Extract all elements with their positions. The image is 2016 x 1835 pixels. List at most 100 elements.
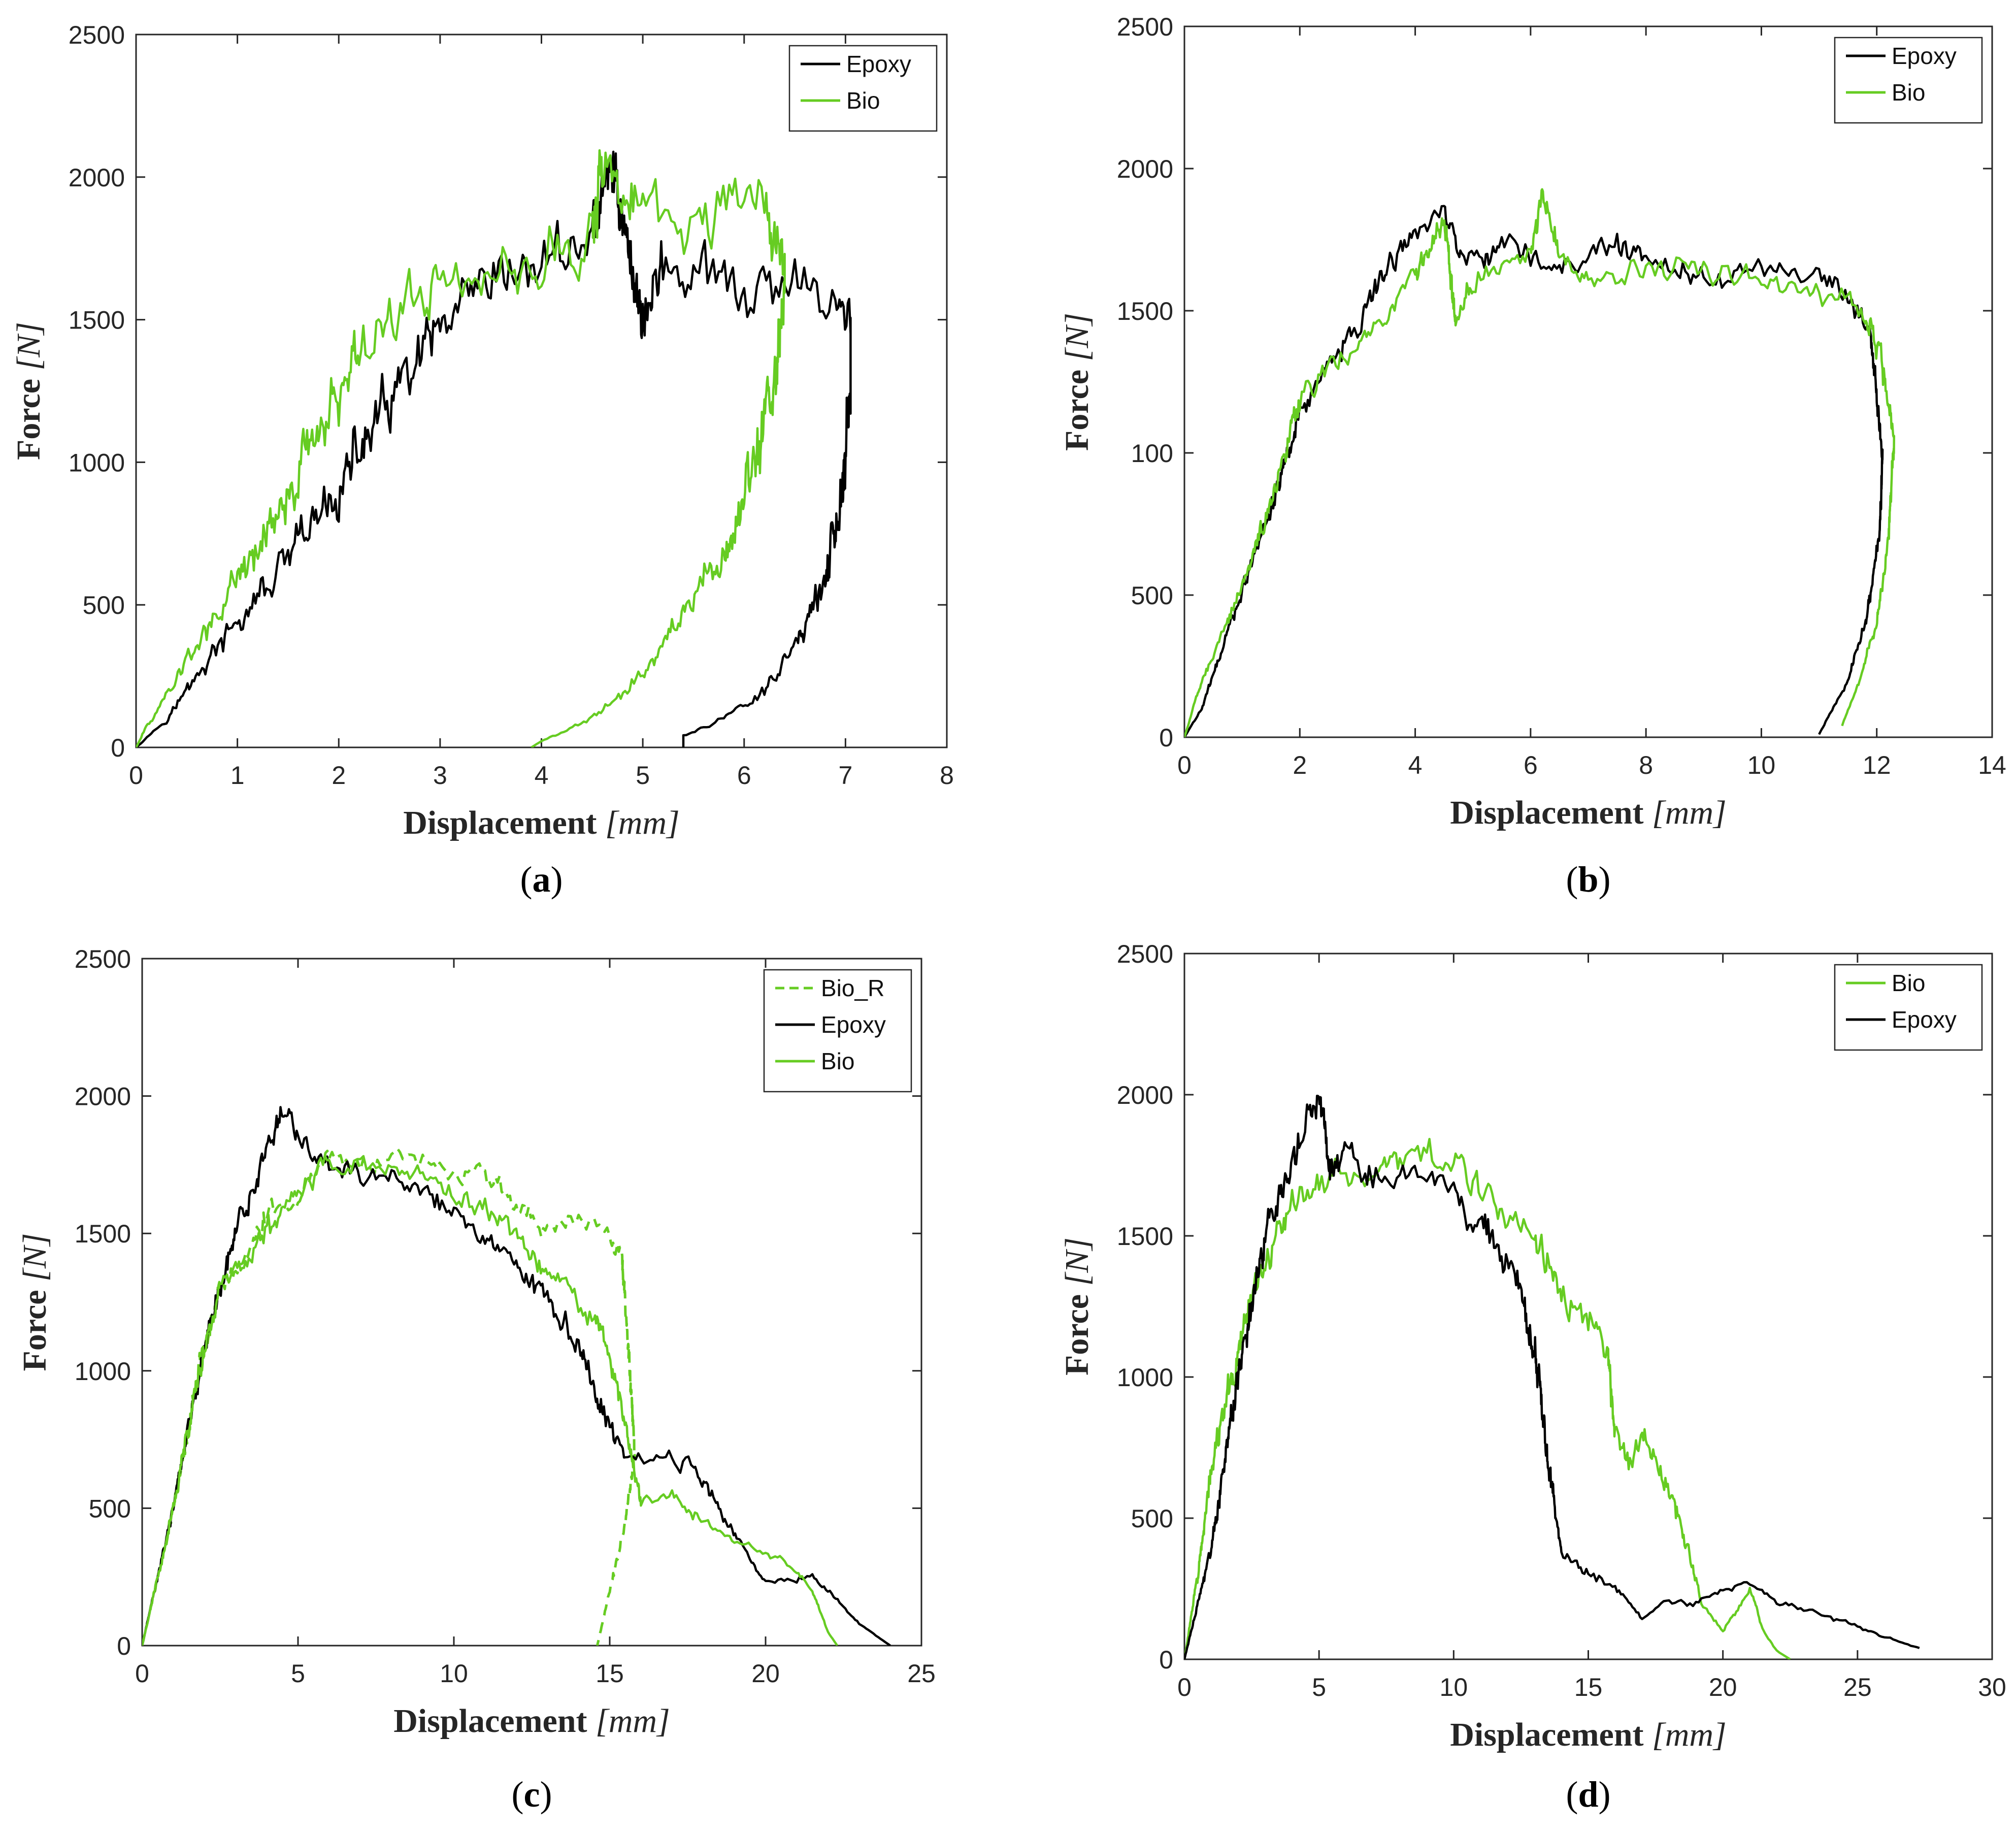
- y-axis-unit: [N]: [10, 322, 47, 370]
- panel-label-close: ): [1599, 859, 1611, 900]
- panel-label: (b): [1566, 859, 1610, 900]
- y-axis-label: Force [N]: [1059, 1237, 1096, 1375]
- legend-entry-label: Epoxy: [1892, 43, 1957, 69]
- y-axis-label-text: Force: [10, 370, 47, 460]
- legend-box: [1834, 37, 1983, 124]
- x-tick-label: 4: [1408, 751, 1423, 779]
- series-line-bio: [142, 1155, 839, 1646]
- panel-label-letter: c: [524, 1774, 540, 1815]
- x-tick-label: 4: [535, 761, 549, 790]
- panel-label-close: ): [551, 859, 563, 900]
- legend-entry-label: Bio: [1892, 79, 1925, 106]
- legend-entry-label: Epoxy: [1892, 1006, 1957, 1033]
- y-tick-label: 500: [83, 591, 125, 619]
- x-axis-unit: [mm]: [596, 1702, 670, 1740]
- x-axis-label-text: Displacement: [1450, 794, 1652, 831]
- y-axis-label: Force [N]: [1059, 313, 1096, 451]
- chart-panel-b: 0 2 4 6 8 10 12 14 0 500 100 1500 2000 2500 Displaceme…: [1059, 13, 2006, 900]
- x-tick-label: 5: [636, 761, 650, 790]
- panel-label: (d): [1566, 1774, 1610, 1815]
- y-tick-label: 1000: [69, 448, 125, 477]
- legend: Bio Epoxy: [1834, 964, 1983, 1051]
- x-tick-label: 15: [1574, 1673, 1603, 1701]
- x-axis-label-text: Displacement: [403, 804, 605, 841]
- y-tick-label: 0: [1159, 724, 1173, 752]
- y-tick-label: 1000: [1117, 1363, 1173, 1392]
- y-tick-label: 2000: [69, 163, 125, 192]
- x-tick-label: 6: [1524, 751, 1538, 779]
- panel-label-open: (: [1566, 859, 1578, 900]
- panel-label-close: ): [540, 1774, 552, 1815]
- y-axis-label-text: Force: [1059, 1286, 1096, 1375]
- x-tick-label: 1: [230, 761, 245, 790]
- x-axis-label: Displacement [mm]: [1450, 1716, 1726, 1753]
- y-tick-label: 1500: [75, 1220, 131, 1248]
- x-tick-label: 8: [940, 761, 954, 790]
- series-line-bio: [1184, 188, 1896, 737]
- y-tick-label: 1500: [69, 306, 125, 335]
- legend-entry-label: Bio: [821, 1048, 854, 1074]
- panel-label-open: (: [1566, 1774, 1578, 1815]
- legend-box: [788, 45, 938, 132]
- panel-label-open: (: [520, 859, 533, 900]
- legend-entry-label: Epoxy: [821, 1011, 886, 1038]
- y-axis-label: Force [N]: [16, 1233, 53, 1371]
- y-tick-label: 2000: [1117, 155, 1173, 183]
- y-tick-label: 2500: [1117, 13, 1173, 41]
- x-tick-label: 14: [1978, 751, 2006, 779]
- x-axis-label: Displacement [mm]: [403, 804, 679, 841]
- legend: Epoxy Bio: [788, 45, 938, 132]
- panel-label: (c): [512, 1774, 552, 1815]
- x-tick-label: 3: [433, 761, 447, 790]
- x-tick-label: 5: [1312, 1673, 1326, 1701]
- y-tick-label: 0: [117, 1632, 131, 1660]
- y-tick-label: 2000: [1117, 1081, 1173, 1109]
- y-tick-label: 100: [1131, 439, 1173, 468]
- panel-label-letter: b: [1578, 859, 1598, 900]
- series-line-epoxy: [1184, 1094, 1920, 1659]
- x-tick-label: 12: [1863, 751, 1891, 779]
- x-tick-label: 2: [332, 761, 346, 790]
- y-tick-label: 1500: [1117, 297, 1173, 325]
- legend-entry-label: Bio: [846, 87, 880, 114]
- legend-entry-label: Bio_R: [821, 975, 884, 1001]
- chart-panel-a: 0 1 2 3 4 5 6 7 8 0 500 1000 1500 2000 2500 Displacemen…: [10, 21, 954, 900]
- x-axis-unit: [mm]: [1652, 794, 1727, 831]
- series-line-bio: [136, 149, 786, 747]
- y-tick-label: 2000: [75, 1083, 131, 1111]
- y-tick-label: 1500: [1117, 1222, 1173, 1251]
- x-axis-label-text: Displacement: [1450, 1716, 1652, 1753]
- x-tick-label: 25: [907, 1659, 936, 1688]
- series-line-epoxy: [136, 150, 852, 747]
- x-tick-label: 25: [1843, 1673, 1872, 1701]
- x-tick-label: 15: [596, 1659, 624, 1688]
- y-tick-label: 0: [1159, 1646, 1173, 1674]
- panel-label-open: (: [512, 1774, 524, 1815]
- x-tick-label: 5: [291, 1659, 305, 1688]
- x-axis-unit: [mm]: [605, 804, 680, 841]
- y-axis-unit: [N]: [1059, 313, 1096, 361]
- plot-frame: [1183, 25, 1993, 738]
- x-tick-label: 6: [737, 761, 751, 790]
- y-axis-label-text: Force: [16, 1282, 53, 1371]
- x-tick-label: 30: [1978, 1673, 2006, 1701]
- legend-box: [1834, 964, 1983, 1051]
- y-tick-label: 500: [89, 1494, 131, 1523]
- legend-entry-label: Epoxy: [846, 51, 911, 77]
- y-tick-label: 500: [1131, 1504, 1173, 1533]
- y-axis-unit: [N]: [16, 1233, 53, 1282]
- x-tick-label: 2: [1293, 751, 1307, 779]
- y-tick-label: 500: [1131, 581, 1173, 610]
- y-tick-label: 0: [111, 734, 125, 762]
- chart-panel-c: 0 5 10 15 20 25 0 500 1000 1500 2000 2500 Displaceme…: [16, 945, 936, 1815]
- chart-panel-d: 0 5 10 15 20 25 30 0 500 1000 1500 2000 2500 Displace…: [1059, 940, 2006, 1815]
- y-tick-label: 2500: [75, 945, 131, 973]
- legend: Epoxy Bio: [1834, 37, 1983, 124]
- y-axis-unit: [N]: [1059, 1237, 1096, 1286]
- x-tick-label: 20: [751, 1659, 780, 1688]
- x-axis-label: Displacement [mm]: [393, 1702, 670, 1740]
- y-axis-label-text: Force: [1059, 361, 1096, 451]
- x-tick-label: 8: [1639, 751, 1653, 779]
